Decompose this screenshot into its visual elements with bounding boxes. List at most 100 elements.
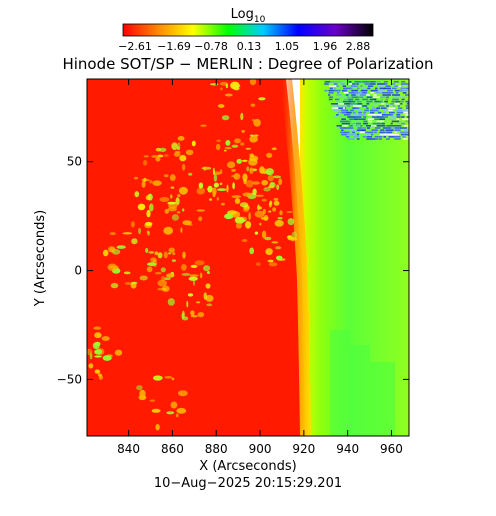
y-tick-label: −50 [57, 372, 82, 386]
plage-feature [176, 211, 181, 214]
plage-feature [219, 169, 223, 175]
noise-stripe [348, 92, 356, 94]
noise-stripe [383, 116, 388, 118]
colorbar-tick-label: −1.69 [157, 40, 191, 53]
noise-stripe [331, 107, 339, 109]
plage-feature [164, 208, 169, 214]
x-tick-label: 840 [117, 442, 140, 456]
noise-stripe [384, 120, 388, 123]
noise-stripe [404, 125, 409, 127]
noise-stripe [366, 107, 369, 109]
plage-feature [290, 236, 296, 242]
noise-stripe [402, 118, 409, 120]
plage-feature [164, 376, 172, 379]
noise-stripe [340, 109, 349, 112]
noise-stripe [396, 100, 401, 103]
noise-stripe [386, 138, 390, 140]
noise-stripe [382, 94, 391, 96]
plage-feature [272, 207, 277, 212]
noise-stripe [388, 109, 393, 112]
plage-feature [137, 203, 146, 211]
noise-stripe [362, 92, 367, 94]
colorbar-tick-label: 1.05 [275, 40, 300, 53]
noise-stripe [379, 118, 386, 120]
plage-feature [130, 282, 137, 289]
noise-stripe [363, 118, 366, 120]
noise-stripe [336, 94, 342, 96]
plage-feature [240, 142, 245, 146]
plage-feature [130, 221, 135, 228]
noise-stripe [393, 81, 399, 83]
plage-feature [221, 115, 230, 121]
noise-stripe [345, 136, 350, 138]
noise-stripe [398, 85, 402, 87]
noise-stripe [341, 118, 346, 120]
plage-feature [231, 195, 242, 199]
plage-feature [168, 247, 175, 253]
plage-feature [151, 408, 161, 413]
colorbar-tick-label: 0.13 [237, 40, 262, 53]
noise-stripe [401, 98, 405, 101]
plage-feature [122, 232, 133, 235]
noise-stripe [346, 105, 351, 107]
noise-stripe [396, 94, 401, 96]
colorbar-label-main: Log [231, 7, 254, 22]
noise-stripe [383, 83, 388, 85]
noise-stripe [357, 103, 363, 105]
plage-feature [203, 265, 211, 272]
plage-feature [275, 246, 282, 250]
noise-stripe [381, 107, 387, 109]
plage-feature [249, 247, 255, 255]
plage-feature [255, 262, 261, 266]
noise-stripe [329, 87, 333, 90]
plage-feature [249, 79, 257, 86]
plage-feature [224, 213, 234, 220]
noise-stripe [340, 120, 349, 123]
plage-feature [167, 252, 172, 255]
noise-stripe [356, 133, 360, 136]
noise-stripe [335, 98, 340, 101]
noise-stripe [361, 127, 367, 129]
plage-feature [273, 200, 280, 206]
plage-feature [271, 241, 279, 244]
plage-feature [157, 252, 163, 259]
plage-feature [172, 252, 176, 256]
noise-stripe [347, 116, 355, 118]
noise-stripe [379, 133, 387, 136]
plage-feature [193, 279, 195, 287]
noise-stripe [360, 85, 363, 87]
plage-feature [242, 208, 249, 213]
plage-feature [201, 166, 212, 170]
plage-feature [159, 147, 167, 152]
plage-feature [144, 221, 153, 226]
plage-feature [146, 266, 153, 273]
plage-feature [242, 173, 248, 182]
noise-stripe [369, 98, 377, 101]
plage-feature [277, 217, 283, 220]
noise-stripe [392, 83, 396, 85]
plage-feature [177, 194, 181, 198]
plage-feature [224, 149, 227, 152]
noise-stripe [406, 107, 409, 109]
plage-feature [175, 197, 180, 206]
plage-feature [182, 220, 192, 226]
noise-stripe [390, 127, 399, 129]
noise-stripe [370, 138, 379, 140]
x-tick-label: 880 [205, 442, 228, 456]
noise-stripe [377, 116, 384, 118]
noise-stripe [401, 116, 405, 118]
plage-feature [167, 207, 177, 212]
noise-stripe [348, 120, 351, 123]
plage-feature [170, 401, 178, 409]
plot-frame [86, 78, 410, 437]
noise-stripe [379, 100, 383, 103]
noise-stripe [343, 92, 353, 94]
noise-stripe [363, 111, 367, 114]
x-tick-label: 900 [249, 442, 272, 456]
noise-stripe [370, 83, 376, 85]
plage-feature [261, 198, 267, 202]
lower-offlimb-steps [330, 330, 395, 436]
noise-stripe [392, 87, 397, 90]
plage-feature [266, 152, 273, 158]
